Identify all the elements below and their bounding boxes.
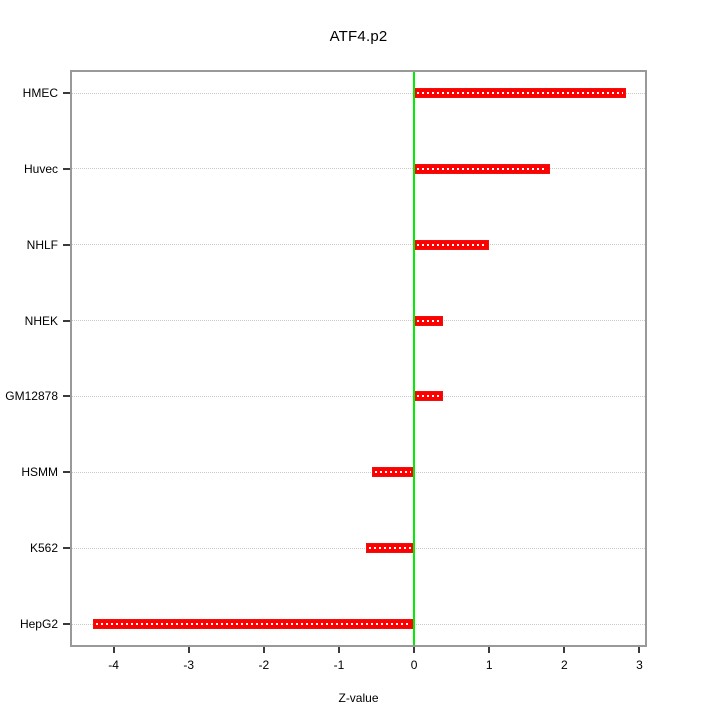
y-axis-tick xyxy=(63,243,70,246)
y-axis-tick xyxy=(63,92,70,94)
x-axis-tick xyxy=(187,647,190,653)
bar xyxy=(414,88,626,98)
bar-centerline xyxy=(417,167,548,170)
zero-line xyxy=(413,70,416,647)
y-axis-tick xyxy=(63,471,70,474)
y-axis-labels: HMEC Huvec NHLF NHEK GM12878 HSMM K562 HepG2 xyxy=(0,70,58,647)
bar xyxy=(366,543,415,554)
bar xyxy=(414,315,444,326)
bar-centerline xyxy=(417,92,623,94)
bar-centerline xyxy=(417,319,441,322)
x-axis-tick xyxy=(638,647,641,653)
y-axis-label: NHLF xyxy=(26,237,58,252)
x-axis-tick xyxy=(262,647,265,653)
gridline xyxy=(72,320,645,322)
x-axis-tick-label: 1 xyxy=(485,658,493,672)
x-axis-tick-label: -2 xyxy=(258,658,270,672)
y-axis-tick xyxy=(63,547,70,550)
bar-centerline xyxy=(375,471,412,474)
y-axis-tick xyxy=(63,623,70,625)
y-axis-label: HMEC xyxy=(22,86,58,100)
x-axis-tick xyxy=(563,647,566,653)
x-axis-tick xyxy=(488,647,491,653)
bar xyxy=(414,163,551,174)
y-axis-label: NHEK xyxy=(24,313,58,328)
gridline xyxy=(72,168,645,170)
bar-centerline xyxy=(369,547,412,550)
y-axis-label: GM12878 xyxy=(5,389,58,404)
y-axis-tick xyxy=(63,319,70,322)
plot-area: -4 -3 -2 -1 0 1 2 3 xyxy=(63,70,647,672)
y-axis-label: K562 xyxy=(29,541,58,556)
x-axis-tick-label: 3 xyxy=(636,658,643,672)
bar xyxy=(414,239,490,250)
y-axis-tick xyxy=(63,167,70,170)
gridline xyxy=(72,547,645,549)
x-axis-tick xyxy=(112,647,115,653)
x-axis-tick xyxy=(337,647,340,653)
x-axis-tick-label: -4 xyxy=(108,658,119,672)
x-axis-tick-label: 0 xyxy=(410,658,418,672)
y-axis-tick xyxy=(63,395,70,398)
bar xyxy=(414,391,443,402)
gridline xyxy=(72,92,645,94)
chart-title: ATF4.p2 xyxy=(329,28,388,45)
bar-centerline xyxy=(417,243,487,246)
gridline xyxy=(72,244,645,246)
x-axis-tick-label: 2 xyxy=(561,658,568,672)
bar-centerline xyxy=(417,395,440,398)
y-axis-label: HepG2 xyxy=(19,617,58,631)
gridline xyxy=(72,395,645,397)
plot-border xyxy=(70,70,647,647)
x-axis-tick-label: -1 xyxy=(333,658,345,672)
bar xyxy=(372,467,415,478)
bar xyxy=(93,619,415,629)
x-axis-tick-label: -3 xyxy=(183,658,195,672)
x-axis-title: Z-value xyxy=(338,691,379,705)
y-axis-label: HSMM xyxy=(21,465,58,480)
y-axis-label: Huvec xyxy=(23,161,58,176)
x-axis-tick xyxy=(413,647,416,653)
bar-centerline xyxy=(96,623,412,625)
gridline xyxy=(72,471,645,473)
